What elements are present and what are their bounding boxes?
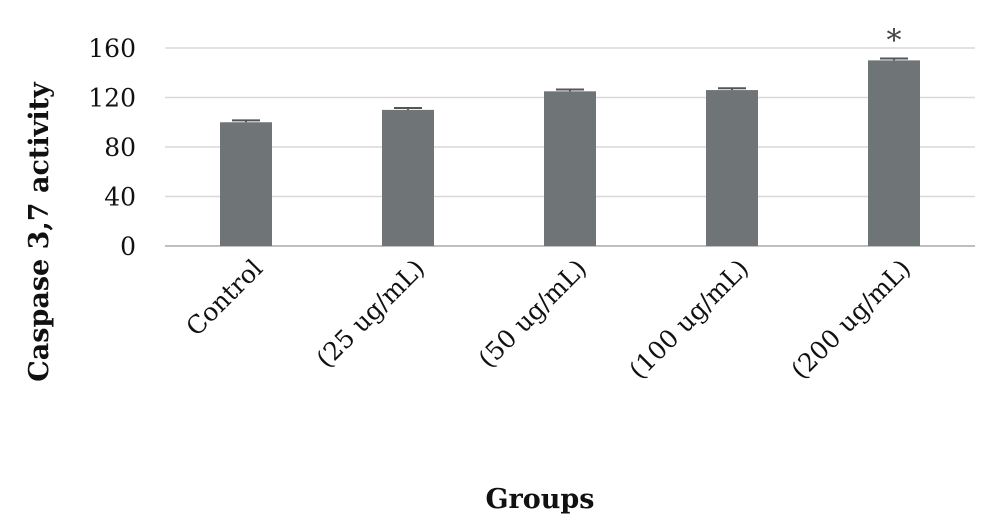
significance-marker: *: [887, 23, 902, 58]
y-tick-label: 80: [104, 133, 136, 162]
bar: [868, 60, 920, 246]
x-axis-title: Groups: [485, 484, 594, 515]
bar: [706, 90, 758, 246]
y-tick-labels: 0 40 80 120 160: [88, 34, 136, 261]
x-category-label: (25 ug/mL): [311, 254, 431, 374]
y-tick-label: 120: [88, 84, 136, 113]
x-category-label: Control: [180, 254, 268, 342]
x-category-label: (50 ug/mL): [473, 254, 593, 374]
x-category-label: (100 ug/mL): [623, 254, 754, 385]
x-category-label: (200 ug/mL): [785, 254, 916, 385]
bars: *: [220, 23, 920, 246]
y-axis-title: Caspase 3,7 activity: [24, 81, 55, 382]
bar: [220, 122, 272, 246]
x-category-labels: Control (25 ug/mL) (50 ug/mL) (100 ug/mL) (2…: [180, 254, 916, 385]
y-tick-label: 160: [88, 34, 136, 63]
y-tick-label: 0: [120, 232, 136, 261]
bar: [382, 109, 434, 246]
bar: [544, 91, 596, 246]
y-tick-label: 40: [104, 183, 136, 212]
